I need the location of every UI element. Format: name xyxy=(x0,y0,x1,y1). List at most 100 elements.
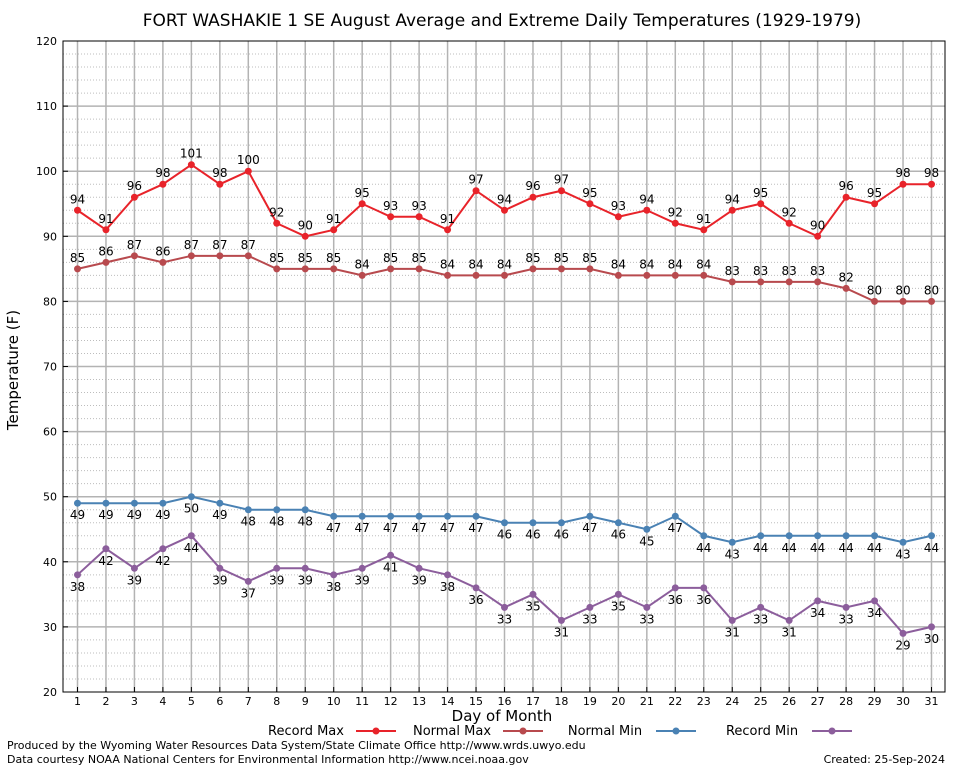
record-max-point xyxy=(273,219,281,227)
normal-min-data-label: 45 xyxy=(639,534,654,548)
record-min-point xyxy=(529,590,537,598)
record-min-data-label: 39 xyxy=(411,573,426,587)
record-max-point xyxy=(671,219,679,227)
y-tick-label: 100 xyxy=(36,165,57,178)
normal-max-data-label: 84 xyxy=(468,257,483,271)
record-max-point xyxy=(842,193,850,201)
normal-min-point xyxy=(700,532,708,540)
record-min-data-label: 36 xyxy=(468,593,483,607)
normal-min-data-label: 47 xyxy=(326,521,341,535)
record-max-point xyxy=(472,187,480,195)
x-tick-label: 2 xyxy=(102,695,109,708)
normal-max-point xyxy=(159,258,167,266)
record-max-point xyxy=(928,180,935,188)
record-max-point xyxy=(102,226,110,234)
normal-min-point xyxy=(757,532,765,540)
record-max-point xyxy=(814,232,822,240)
record-min-data-label: 33 xyxy=(639,612,654,626)
record-min-data-label: 38 xyxy=(70,580,85,594)
normal-min-point xyxy=(301,506,309,514)
normal-min-point xyxy=(785,532,793,540)
record-max-point xyxy=(358,200,366,208)
normal-max-data-label: 86 xyxy=(98,244,113,258)
normal-max-point xyxy=(557,265,565,273)
record-min-data-label: 33 xyxy=(838,612,853,626)
normal-max-data-label: 85 xyxy=(411,251,426,265)
record-min-point xyxy=(501,603,508,611)
x-tick-label: 23 xyxy=(697,695,711,708)
record-max-point xyxy=(700,226,708,234)
record-min-point xyxy=(358,564,366,572)
normal-min-point xyxy=(273,506,281,514)
x-tick-label: 10 xyxy=(327,695,341,708)
y-tick-label: 30 xyxy=(43,621,57,634)
record-max-data-label: 95 xyxy=(582,186,597,200)
record-min-data-label: 33 xyxy=(753,612,768,626)
footer-produced-by: Produced by the Wyoming Water Resources … xyxy=(7,739,586,752)
normal-min-point xyxy=(928,532,935,540)
record-max-data-label: 97 xyxy=(468,173,483,187)
record-min-point xyxy=(301,564,309,572)
record-min-point xyxy=(130,564,138,572)
x-tick-label: 14 xyxy=(441,695,455,708)
normal-max-point xyxy=(130,252,138,260)
normal-min-data-label: 49 xyxy=(155,508,170,522)
normal-max-point xyxy=(871,297,879,305)
normal-min-point xyxy=(529,519,537,527)
normal-max-data-label: 83 xyxy=(725,264,740,278)
record-max-data-label: 91 xyxy=(98,212,113,226)
x-tick-label: 17 xyxy=(526,695,540,708)
legend: Record Max Normal Max Normal Min Record Min xyxy=(268,724,852,739)
record-min-point xyxy=(415,564,423,572)
normal-max-point xyxy=(472,271,480,279)
record-min-data-label: 44 xyxy=(184,541,199,555)
record-min-data-label: 31 xyxy=(725,625,740,639)
record-max-data-label: 96 xyxy=(838,179,853,193)
record-max-point xyxy=(444,226,452,234)
normal-max-data-label: 84 xyxy=(611,257,626,271)
normal-min-data-label: 44 xyxy=(838,541,853,555)
record-max-data-label: 98 xyxy=(212,166,227,180)
normal-min-data-label: 44 xyxy=(782,541,797,555)
record-max-point xyxy=(501,206,508,214)
normal-min-point xyxy=(244,506,252,514)
x-tick-label: 9 xyxy=(302,695,309,708)
record-max-data-label: 101 xyxy=(180,147,203,161)
normal-min-data-label: 47 xyxy=(468,521,483,535)
normal-min-point xyxy=(330,512,338,520)
x-tick-label: 29 xyxy=(868,695,882,708)
normal-max-data-label: 83 xyxy=(810,264,825,278)
normal-max-point xyxy=(529,265,537,273)
record-min-data-label: 39 xyxy=(269,573,284,587)
record-max-data-label: 92 xyxy=(269,205,284,219)
normal-max-data-label: 85 xyxy=(326,251,341,265)
record-min-data-label: 38 xyxy=(440,580,455,594)
x-axis-label: Day of Month xyxy=(452,707,553,725)
normal-max-point xyxy=(928,297,935,305)
legend-marker-record-min xyxy=(828,727,836,735)
normal-max-data-label: 84 xyxy=(668,257,683,271)
record-min-point xyxy=(444,571,452,579)
normal-max-data-label: 85 xyxy=(298,251,313,265)
normal-max-point xyxy=(785,278,793,286)
x-tick-label: 13 xyxy=(412,695,426,708)
normal-min-point xyxy=(871,532,879,540)
normal-min-point xyxy=(444,512,452,520)
y-tick-label: 80 xyxy=(43,295,57,308)
record-max-data-label: 96 xyxy=(127,179,142,193)
normal-min-data-label: 46 xyxy=(497,528,512,542)
record-min-point xyxy=(330,571,338,579)
x-tick-label: 3 xyxy=(131,695,138,708)
normal-min-point xyxy=(614,519,622,527)
normal-max-point xyxy=(102,258,110,266)
x-tick-label: 26 xyxy=(782,695,796,708)
x-tick-label: 30 xyxy=(896,695,910,708)
normal-min-point xyxy=(899,538,907,546)
normal-max-data-label: 84 xyxy=(497,257,512,271)
record-min-point xyxy=(785,616,793,624)
record-min-data-label: 31 xyxy=(782,625,797,639)
normal-min-data-label: 47 xyxy=(582,521,597,535)
record-max-point xyxy=(614,213,622,221)
